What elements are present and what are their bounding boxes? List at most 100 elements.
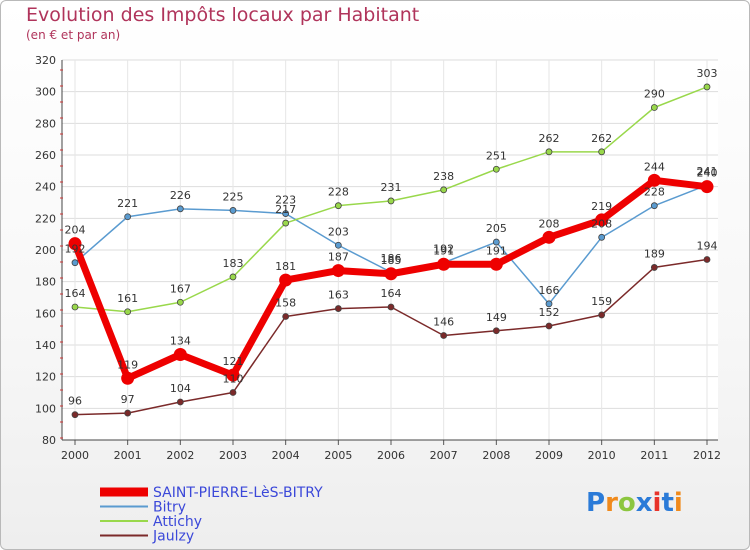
data-label: 219 [591, 200, 612, 213]
data-label: 241 [697, 165, 718, 178]
data-point [124, 409, 132, 417]
data-label: 262 [539, 132, 560, 145]
data-point [229, 207, 237, 214]
data-label: 185 [381, 254, 402, 267]
data-label: 167 [170, 282, 191, 295]
chart-subtitle: (en € et par an) [26, 28, 121, 42]
data-point [598, 233, 606, 241]
data-point [176, 205, 184, 213]
y-tick-label: 240 [35, 181, 56, 194]
data-point [700, 180, 714, 194]
data-point [282, 313, 290, 320]
x-tick-label: 2012 [693, 449, 721, 462]
data-point [229, 389, 237, 396]
data-point [598, 311, 606, 319]
data-point [440, 186, 448, 194]
chart-title: Evolution des Impôts locaux par Habitant [26, 4, 420, 26]
data-point [387, 197, 395, 205]
data-label: 221 [117, 197, 138, 210]
data-label: 146 [433, 316, 454, 329]
data-label: 223 [275, 194, 296, 207]
data-point [71, 259, 79, 267]
data-label: 203 [328, 225, 349, 238]
y-tick-label: 140 [35, 339, 56, 352]
data-point [121, 371, 135, 385]
legend-label: Bitry [153, 500, 186, 516]
data-label: 240 [697, 167, 718, 180]
x-tick-label: 2011 [640, 449, 668, 462]
data-point [334, 305, 342, 312]
data-point [492, 165, 500, 173]
data-point [124, 308, 132, 316]
x-tick-label: 2005 [324, 449, 352, 462]
x-tick-label: 2001 [114, 449, 142, 462]
y-tick-label: 180 [35, 276, 56, 289]
data-point [703, 256, 711, 263]
data-label: 152 [539, 306, 560, 319]
data-label: 228 [328, 186, 349, 199]
data-point [176, 298, 184, 306]
y-tick-label: 220 [35, 212, 56, 225]
data-point [71, 411, 79, 419]
data-point [279, 273, 293, 287]
data-point [437, 257, 451, 271]
proxiti-logo: Proxiti [586, 488, 683, 518]
data-label: 96 [68, 395, 82, 408]
y-tick-label: 160 [35, 307, 56, 320]
data-label: 228 [644, 186, 665, 199]
y-tick-label: 320 [35, 54, 56, 67]
x-tick-label: 2002 [166, 449, 194, 462]
data-point [331, 264, 345, 278]
data-point [68, 237, 82, 251]
data-point [173, 348, 187, 361]
data-label: 217 [275, 203, 296, 216]
data-point [124, 213, 132, 221]
data-label: 191 [433, 244, 454, 257]
data-label: 205 [486, 222, 507, 235]
y-tick-label: 120 [35, 371, 56, 384]
data-label: 149 [486, 311, 507, 324]
data-point [440, 332, 448, 339]
x-tick-label: 2000 [61, 449, 89, 462]
y-tick-label: 280 [35, 117, 56, 130]
data-point [334, 202, 342, 210]
y-tick-label: 200 [35, 244, 56, 257]
x-tick-label: 2007 [430, 449, 458, 462]
data-point [650, 104, 658, 111]
data-label: 163 [328, 289, 349, 302]
data-label: 161 [117, 292, 138, 305]
data-label: 194 [697, 240, 718, 253]
data-label: 166 [539, 284, 560, 297]
x-tick-label: 2010 [588, 449, 616, 462]
data-label: 134 [170, 335, 191, 348]
data-point [282, 210, 290, 217]
x-tick-label: 2006 [377, 449, 405, 462]
data-point [387, 303, 395, 311]
data-label: 110 [223, 373, 244, 386]
data-point [545, 300, 553, 308]
data-label: 225 [223, 190, 244, 203]
data-label: 303 [697, 67, 718, 80]
legend-label: Jaulzy [152, 529, 194, 545]
legend-label: SAINT-PIERRE-LèS-BITRY [153, 485, 323, 501]
data-label: 191 [486, 244, 507, 257]
data-point [229, 273, 237, 281]
data-label: 208 [539, 217, 560, 230]
data-point [647, 173, 661, 187]
data-label: 158 [275, 297, 296, 310]
data-point [492, 238, 500, 246]
data-point [176, 398, 184, 406]
data-point [542, 230, 556, 244]
data-point [282, 219, 290, 227]
data-point [650, 264, 658, 271]
data-point [489, 257, 503, 271]
y-tick-label: 100 [35, 402, 56, 415]
data-label: 226 [170, 189, 191, 202]
data-label: 97 [121, 393, 135, 406]
data-label: 164 [65, 287, 86, 300]
data-point [703, 83, 711, 91]
data-label: 187 [328, 251, 349, 264]
data-label: 119 [117, 358, 138, 371]
data-label: 104 [170, 382, 191, 395]
data-label: 204 [65, 224, 86, 237]
